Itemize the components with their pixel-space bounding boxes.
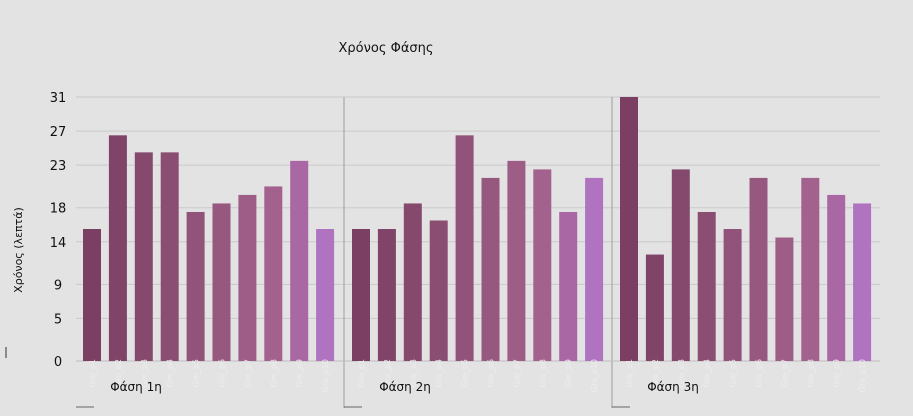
y-tick-label: 18: [50, 202, 67, 217]
group-label: Φάση 3η: [647, 380, 699, 394]
bar: [238, 194, 257, 361]
category-label: Gro_p5: [729, 359, 738, 387]
bar: [316, 229, 335, 361]
y-tick-label: 27: [50, 125, 67, 140]
category-label: Gro_p7: [243, 359, 252, 387]
category-label: Gro_p8: [269, 359, 278, 387]
category-label: Gro_p4: [703, 359, 712, 387]
category-label: Gro_p9: [832, 359, 841, 387]
category-label: Gro_p2: [651, 359, 660, 387]
bar: [749, 177, 768, 361]
chart-title: Χρόνος Φάσης: [339, 41, 434, 56]
category-label: Gro_p1: [625, 359, 634, 387]
bar: [134, 152, 153, 361]
bar: [775, 237, 794, 361]
category-label: Gro_p4: [435, 359, 444, 387]
category-label: Gro_p3: [140, 359, 149, 387]
bar: [455, 135, 474, 361]
bar: [671, 169, 690, 361]
bar: [264, 186, 283, 361]
bar: [585, 177, 604, 361]
y-tick-label: 9: [54, 278, 62, 293]
bar: [723, 229, 742, 361]
y-tick-label: 23: [50, 159, 67, 174]
bar: [160, 152, 179, 361]
bar: [403, 203, 422, 361]
bar: [352, 229, 370, 361]
category-label: Gro_p10: [321, 359, 330, 392]
bars: [83, 97, 872, 361]
bar: [827, 194, 846, 361]
category-label: Gro_p8: [806, 359, 815, 387]
bar: [533, 169, 552, 361]
category-label: Gro_p6: [755, 359, 764, 387]
bar: [108, 135, 127, 361]
y-tick-label: 0: [54, 355, 62, 370]
y-axis-label: Χρόνος (λεπτά): [12, 207, 25, 293]
category-label: Gro_p3: [409, 359, 418, 387]
bar: [377, 229, 396, 361]
category-label: Gro_p9: [564, 359, 573, 387]
category-label: Gro_p6: [218, 359, 227, 387]
category-label: Gro_p1: [357, 359, 366, 387]
category-label: Gro_p6: [487, 359, 496, 387]
category-label: Gro_p7: [512, 359, 521, 387]
bar: [186, 211, 205, 361]
y-tick-label: 14: [50, 236, 67, 251]
category-label: Gro_p4: [166, 359, 175, 387]
group-label: Φάση 1η: [110, 380, 162, 394]
category-label: Gro_p1: [88, 359, 97, 387]
category-label: Gro_p7: [780, 359, 789, 387]
bar: [507, 160, 526, 361]
bar: [83, 229, 101, 361]
bar: [620, 97, 638, 361]
category-label: Gro_p10: [590, 359, 599, 392]
y-tick-labels: 0 5 9 14 18 23 27 31: [50, 91, 67, 370]
category-label: Gro_p2: [383, 359, 392, 387]
group-labels: Φάση 1η Φάση 2η Φάση 3η: [110, 380, 699, 394]
category-labels: Gro_p1 Gro_p2 Gro_p3 Gro_p4 Gro_p5 Gro_p6 Gro_…: [88, 359, 867, 392]
category-label: Gro_p3: [677, 359, 686, 387]
category-label: Gro_p10: [858, 359, 867, 392]
bar: [481, 177, 500, 361]
bar: [697, 211, 716, 361]
category-label: Gro_p5: [461, 359, 470, 387]
bar: [645, 254, 664, 361]
bar: [853, 203, 872, 361]
bar: [429, 220, 448, 361]
gridlines: [5, 96, 880, 408]
category-label: Gro_p2: [114, 359, 123, 387]
category-label: Gro_p5: [192, 359, 201, 387]
category-label: Gro_p9: [295, 359, 304, 387]
category-label: Gro_p8: [538, 359, 547, 387]
y-tick-label: 31: [50, 91, 67, 106]
bar: [559, 211, 578, 361]
y-tick-label: 5: [54, 312, 62, 327]
bar: [212, 203, 231, 361]
bar: [290, 160, 309, 361]
group-label: Φάση 2η: [379, 380, 431, 394]
bar: [801, 177, 820, 361]
